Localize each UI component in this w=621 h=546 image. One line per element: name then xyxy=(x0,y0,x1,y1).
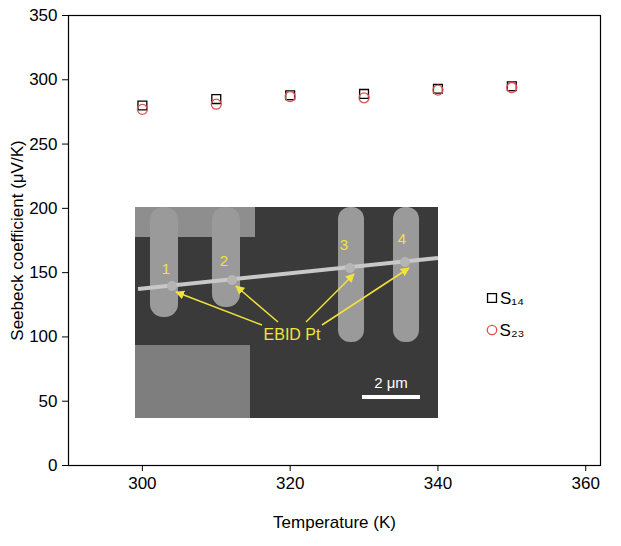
svg-text:Seebeck coefficient (μV/K): Seebeck coefficient (μV/K) xyxy=(8,140,27,340)
svg-text:2: 2 xyxy=(220,252,228,269)
svg-text:Temperature (K): Temperature (K) xyxy=(273,513,396,532)
svg-text:300: 300 xyxy=(128,474,156,493)
svg-text:S₁₄: S₁₄ xyxy=(500,289,524,308)
svg-text:3: 3 xyxy=(340,236,348,253)
svg-text:1: 1 xyxy=(162,260,170,277)
svg-text:150: 150 xyxy=(29,263,57,282)
svg-text:EBID Pt: EBID Pt xyxy=(264,326,321,343)
svg-text:320: 320 xyxy=(276,474,304,493)
svg-text:350: 350 xyxy=(29,6,57,25)
svg-text:250: 250 xyxy=(29,135,57,154)
svg-text:360: 360 xyxy=(572,474,600,493)
svg-text:300: 300 xyxy=(29,70,57,89)
svg-text:200: 200 xyxy=(29,199,57,218)
svg-text:340: 340 xyxy=(424,474,452,493)
svg-text:50: 50 xyxy=(39,392,58,411)
svg-text:0: 0 xyxy=(48,456,57,475)
svg-text:4: 4 xyxy=(398,230,406,247)
svg-text:S₂₃: S₂₃ xyxy=(500,321,525,340)
svg-text:2 μm: 2 μm xyxy=(374,374,408,391)
svg-text:100: 100 xyxy=(29,327,57,346)
